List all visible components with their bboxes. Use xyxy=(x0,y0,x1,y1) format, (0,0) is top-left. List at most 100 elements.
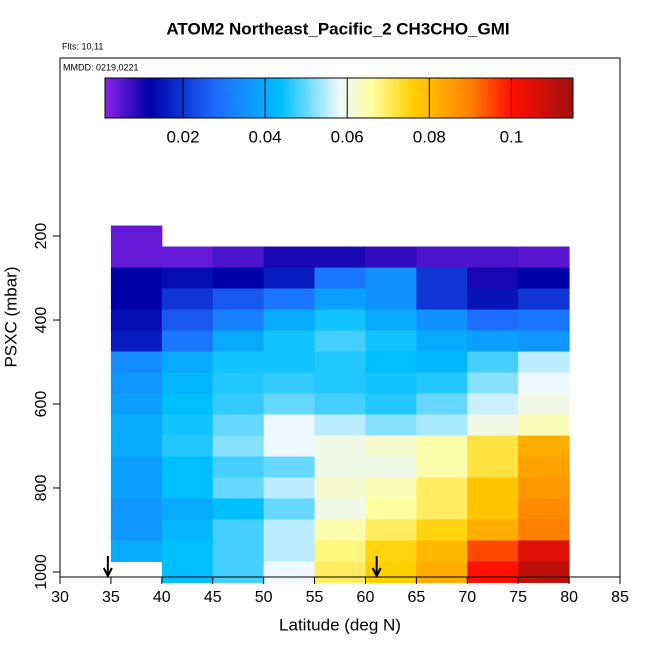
heat-cell xyxy=(263,351,316,374)
heat-cell xyxy=(212,540,265,562)
heat-cell xyxy=(314,456,366,478)
heat-cell xyxy=(212,288,265,311)
x-tick-label: 75 xyxy=(509,589,527,606)
heat-cell xyxy=(365,561,417,583)
heat-cell xyxy=(110,498,163,520)
heat-cell xyxy=(263,519,316,541)
plot-frame xyxy=(59,57,621,578)
heat-cell xyxy=(518,414,570,436)
heat-cell xyxy=(110,246,163,269)
heat-cell xyxy=(314,435,366,457)
heat-cell xyxy=(467,498,519,520)
heat-cell xyxy=(212,351,265,374)
heat-cell xyxy=(212,498,265,520)
heat-cell xyxy=(416,477,468,499)
heat-cell xyxy=(314,519,366,541)
heat-cell xyxy=(518,330,570,353)
colorbar-tick-label: 0.04 xyxy=(249,127,282,146)
heat-cell xyxy=(518,435,570,457)
heat-cell xyxy=(518,561,570,583)
heat-cell xyxy=(518,393,570,415)
heat-cell xyxy=(416,561,468,583)
heat-cell xyxy=(365,288,417,311)
heat-cell xyxy=(416,519,468,541)
heat-cell xyxy=(416,309,468,332)
heat-cell xyxy=(263,435,316,457)
heat-cell xyxy=(467,246,519,269)
heat-cell xyxy=(314,498,366,520)
heat-cell xyxy=(314,477,366,499)
heat-cell xyxy=(416,288,468,311)
heat-cell xyxy=(518,498,570,520)
x-tick-label: 45 xyxy=(204,589,222,606)
x-tick-label: 55 xyxy=(306,589,324,606)
heat-cell xyxy=(161,330,214,353)
flight-marker xyxy=(371,556,382,579)
heat-cell xyxy=(212,477,265,499)
heat-cell xyxy=(212,330,265,353)
heat-cell xyxy=(212,456,265,478)
heat-cell xyxy=(467,477,519,499)
heat-cell xyxy=(161,246,214,269)
heat-cell xyxy=(161,288,214,311)
heat-cell xyxy=(518,288,570,311)
heat-cell xyxy=(212,561,265,583)
heat-cell xyxy=(518,351,570,374)
heat-cell xyxy=(467,309,519,332)
heat-cell xyxy=(416,456,468,478)
heat-cell xyxy=(365,351,417,374)
heat-cell xyxy=(416,330,468,353)
heat-cell xyxy=(518,456,570,478)
x-tick-label: 40 xyxy=(153,589,171,606)
heat-cell xyxy=(518,267,570,290)
heat-cell xyxy=(161,372,214,395)
heat-cell xyxy=(416,540,468,562)
heat-cell xyxy=(161,435,214,457)
heat-cell xyxy=(110,351,163,374)
heat-cell xyxy=(416,414,468,436)
heat-cell xyxy=(467,267,519,290)
heat-cell xyxy=(212,435,265,457)
heat-cell xyxy=(110,330,163,353)
heat-cell xyxy=(110,372,163,395)
heat-cell xyxy=(314,414,366,436)
heat-cell xyxy=(263,414,316,436)
chart-title: ATOM2 Northeast_Pacific_2 CH3CHO_GMI xyxy=(166,19,509,38)
x-tick-label: 80 xyxy=(560,589,578,606)
heat-cell xyxy=(467,435,519,457)
heat-cell xyxy=(263,498,316,520)
heat-cell xyxy=(263,393,316,415)
heat-cell xyxy=(263,288,316,311)
heat-cell xyxy=(161,561,214,583)
heat-cell xyxy=(467,393,519,415)
heat-cell xyxy=(365,393,417,415)
heat-cell xyxy=(467,456,519,478)
heat-cell xyxy=(314,393,366,415)
heat-cell xyxy=(314,561,366,583)
heat-cell xyxy=(314,267,366,290)
heat-cell xyxy=(365,456,417,478)
x-tick-label: 60 xyxy=(357,589,375,606)
heat-cell xyxy=(365,372,417,395)
heat-cell xyxy=(161,498,214,520)
heat-cell xyxy=(467,540,519,562)
heat-cell xyxy=(161,351,214,374)
heat-cell xyxy=(212,393,265,415)
heat-cell xyxy=(365,519,417,541)
heat-cell xyxy=(314,540,366,562)
heat-cell xyxy=(161,477,214,499)
heat-cell xyxy=(416,372,468,395)
heat-cell xyxy=(314,309,366,332)
heat-cell xyxy=(110,288,163,311)
heat-cell xyxy=(110,540,163,562)
heat-cell xyxy=(365,414,417,436)
heat-cell xyxy=(416,267,468,290)
heat-cell xyxy=(416,498,468,520)
x-axis-label: Latitude (deg N) xyxy=(279,615,401,634)
heat-cell xyxy=(161,393,214,415)
heat-cell xyxy=(263,309,316,332)
heat-cell xyxy=(212,519,265,541)
heat-cell xyxy=(416,393,468,415)
heat-cell xyxy=(314,330,366,353)
